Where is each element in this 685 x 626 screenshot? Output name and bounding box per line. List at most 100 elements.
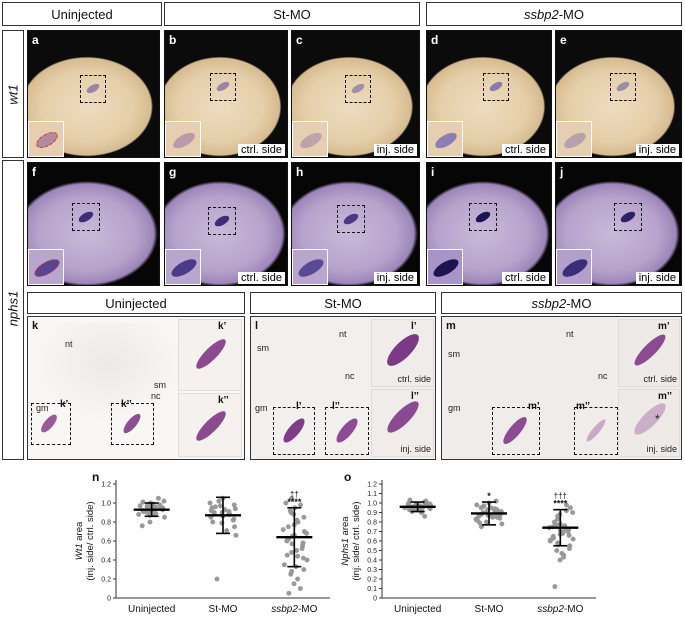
- side-label: inj. side: [635, 144, 679, 156]
- data-point: [422, 513, 428, 519]
- box-label-k1: k’: [60, 399, 69, 410]
- inset-zoom: [292, 249, 328, 285]
- section-letter: k: [32, 320, 39, 332]
- label-sm: sm: [448, 349, 460, 359]
- roi-box: [337, 205, 365, 233]
- data-point: [295, 553, 301, 559]
- section-letter: m: [446, 320, 456, 332]
- side-label: inj. side: [373, 144, 417, 156]
- data-point: [557, 557, 563, 563]
- header-uninjected-label: Uninjected: [51, 6, 113, 22]
- data-point: [214, 576, 220, 582]
- data-point: [212, 504, 218, 510]
- data-point: [555, 513, 561, 519]
- y-tick-label: 1.2: [101, 482, 111, 489]
- data-point: [284, 552, 290, 558]
- roi-box: [345, 75, 371, 103]
- data-point: [294, 517, 300, 523]
- section-header-ssbp2-mo: ssbp2 -MO: [441, 292, 682, 314]
- header-st-mo: St-MO: [164, 2, 420, 26]
- inset-zoom: [556, 249, 592, 285]
- section-header-st-mo: St-MO: [250, 292, 436, 314]
- section-letter: l: [255, 320, 259, 332]
- zoom-l1: ctrl. side: [371, 319, 434, 387]
- chart-n: 0 0.2 0.4 0.6 0.8 1.0 1.2 Wt1 area (inj. side/ c…: [74, 480, 330, 615]
- zoom-label-m2: m’’: [658, 391, 673, 402]
- roi-box: [610, 73, 636, 101]
- data-point: [283, 500, 289, 506]
- data-point: [289, 495, 295, 501]
- panel-c: c inj. side: [291, 30, 420, 158]
- data-point: [295, 576, 301, 582]
- significance-label: ****: [553, 499, 568, 509]
- x-tick-label: St-MO: [475, 604, 504, 615]
- x-tick-label: Uninjected: [394, 604, 441, 615]
- data-point: [547, 537, 553, 543]
- y-tick-label: 0: [373, 596, 377, 603]
- data-point: [477, 520, 483, 526]
- label-nt: nt: [566, 329, 574, 339]
- data-point: [216, 498, 222, 504]
- data-point: [300, 540, 306, 546]
- data-point: [161, 498, 167, 504]
- x-tick-label: ssbp2-MO: [271, 604, 317, 615]
- data-point: [483, 519, 489, 525]
- y-tick-label: 0.9: [367, 510, 377, 517]
- data-point: [281, 562, 287, 568]
- roi-box: [210, 73, 236, 101]
- zoom-side-m2: inj. side: [646, 444, 677, 454]
- data-point: [144, 503, 150, 509]
- section-panel-l: l nt sm nc gm l’ l’’ ctrl. side l’ inj. …: [250, 316, 436, 460]
- label-sm: sm: [257, 343, 269, 353]
- data-point: [570, 536, 576, 542]
- data-point: [299, 546, 305, 552]
- label-nc: nc: [598, 371, 608, 381]
- chart-o: 0 0.1 0.2 0.3 0.4 0.5 0.6 0.7 0.8 0.9 1.0 1.1 1.2 Nph…: [340, 480, 596, 615]
- panel-e: e inj. side: [555, 30, 682, 158]
- data-point: [285, 524, 291, 530]
- roi-box-l1: [273, 407, 315, 455]
- label-nt: nt: [65, 339, 73, 349]
- data-point: [474, 517, 479, 523]
- zoom-label-m1: m’: [658, 321, 670, 332]
- section-image: [38, 323, 178, 457]
- data-point: [478, 505, 484, 511]
- y-tick-label: 1.0: [367, 501, 377, 508]
- data-point: [139, 523, 145, 529]
- header-ssbp2-suffix: -MO: [558, 6, 584, 22]
- side-label: inj. side: [635, 272, 679, 284]
- panel-letter: g: [169, 165, 177, 179]
- y-tick-label: 0.4: [367, 558, 377, 565]
- data-point: [144, 510, 150, 515]
- box-label-m1: m’: [528, 401, 540, 412]
- zoom-k1: [178, 319, 242, 391]
- header-uninjected: Uninjected: [2, 2, 162, 26]
- panel-a: a: [27, 30, 160, 158]
- y-tick-label: 0.6: [367, 539, 377, 546]
- side-label: ctrl. side: [502, 144, 549, 156]
- label-gm: gm: [448, 403, 461, 413]
- data-point: [301, 514, 307, 520]
- inset-zoom: [427, 249, 463, 285]
- data-point: [563, 502, 569, 508]
- x-tick-label: St-MO: [209, 604, 238, 615]
- data-point: [304, 530, 310, 536]
- section-header-ssbp2-suffix: -MO: [566, 295, 592, 311]
- zoom-side-l1: ctrl. side: [397, 374, 431, 384]
- data-point: [554, 548, 560, 553]
- data-point: [232, 524, 238, 530]
- x-tick-label: Uninjected: [128, 604, 175, 615]
- panel-letter: i: [431, 165, 435, 179]
- section-header-ssbp2-gene: ssbp2: [531, 295, 567, 311]
- y-axis-label-line2: (inj. side/ ctrl. side): [351, 501, 362, 580]
- data-point: [231, 516, 237, 522]
- box-label-l2: l’’: [332, 401, 340, 412]
- panel-d: d ctrl. side: [426, 30, 552, 158]
- y-tick-label: 1.1: [367, 491, 377, 498]
- data-point: [561, 554, 567, 560]
- section-panel-m: m nt sm nc gm m’ m’’ ctrl. side m’ * inj…: [441, 316, 682, 460]
- y-tick-label: 0.7: [367, 529, 377, 536]
- roi-box-m2: [574, 407, 618, 455]
- y-tick-label: 1.0: [101, 501, 111, 508]
- panel-g: g ctrl. side: [164, 162, 288, 286]
